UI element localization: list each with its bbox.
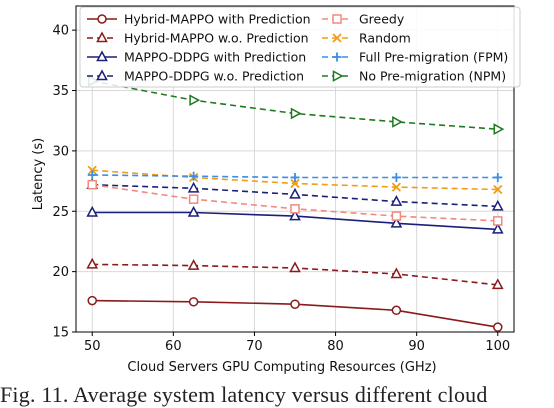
data-point — [391, 172, 401, 182]
data-point — [187, 181, 200, 193]
series-2 — [86, 205, 504, 234]
legend-label: No Pre-migration (NPM) — [359, 69, 506, 84]
data-point — [491, 199, 504, 211]
y-axis-label: Latency (s) — [31, 138, 46, 210]
latency-line-chart: 50 60 70 80 90 100 15 20 25 30 35 40 Hybrid-MAPPO w… — [31, 5, 521, 375]
legend-marker — [332, 33, 342, 43]
data-point — [290, 172, 300, 182]
legend-label: Hybrid-MAPPO with Prediction — [124, 12, 311, 27]
data-point — [87, 170, 97, 180]
data-point — [289, 187, 301, 199]
legend-label: MAPPO-DDPG w.o. Prediction — [124, 69, 304, 84]
data-point — [188, 194, 199, 204]
y-tick-label: 15 — [52, 326, 69, 341]
x-tick-label: 50 — [84, 339, 101, 354]
data-point — [289, 261, 301, 273]
axes: 50 60 70 80 90 100 15 20 25 30 35 40 — [52, 5, 515, 354]
series-layer — [86, 75, 505, 332]
y-tick-label: 20 — [52, 265, 69, 280]
y-tick-label: 40 — [52, 24, 69, 39]
data-point — [390, 195, 403, 206]
x-tick-label: 90 — [408, 339, 425, 354]
legend-marker — [96, 69, 108, 81]
data-point — [491, 278, 504, 290]
data-point — [493, 123, 505, 136]
data-point — [493, 322, 503, 332]
y-tick-label: 35 — [52, 84, 69, 99]
data-point — [187, 259, 200, 270]
series-0 — [87, 295, 503, 332]
data-point — [391, 305, 402, 316]
data-point — [491, 222, 504, 234]
y-tick-label: 30 — [52, 144, 69, 159]
legend-marker — [97, 14, 107, 24]
data-point — [290, 178, 300, 189]
data-point — [493, 184, 503, 195]
data-point — [87, 295, 97, 306]
data-point — [189, 94, 201, 107]
legend-marker — [332, 52, 342, 62]
legend-label: Greedy — [359, 12, 405, 27]
x-tick-label: 100 — [485, 339, 510, 354]
data-point — [289, 209, 301, 221]
data-point — [86, 205, 99, 217]
data-point — [392, 116, 403, 128]
y-tick-label: 25 — [52, 205, 69, 220]
data-point — [391, 182, 402, 192]
plot-frame — [75, 5, 515, 333]
legend-label: Random — [359, 31, 411, 46]
data-point — [290, 204, 300, 214]
data-point — [493, 216, 503, 226]
data-point — [390, 216, 403, 228]
x-axis-label: Cloud Servers GPU Computing Resources (G… — [127, 360, 436, 375]
series-1 — [86, 257, 504, 290]
series-6 — [87, 170, 503, 182]
legend: Hybrid-MAPPO with Prediction Hybrid-MAPPO… — [79, 6, 521, 88]
data-point — [189, 171, 199, 181]
x-tick-label: 70 — [246, 339, 263, 354]
data-point — [391, 211, 402, 221]
x-tick-label: 80 — [327, 339, 344, 354]
legend-marker — [96, 31, 108, 43]
x-tick-label: 60 — [165, 339, 182, 354]
data-point — [87, 179, 97, 190]
legend-label: Full Pre-migration (FPM) — [359, 50, 508, 65]
legend-marker — [96, 50, 108, 62]
legend-label: Hybrid-MAPPO w.o. Prediction — [124, 31, 309, 46]
data-point — [187, 205, 200, 217]
data-point — [493, 172, 503, 182]
data-point — [290, 299, 300, 309]
data-point — [390, 267, 403, 279]
legend-label: MAPPO-DDPG with Prediction — [124, 50, 306, 65]
legend-marker — [332, 14, 342, 24]
legend-frame — [79, 6, 521, 88]
data-point — [188, 297, 199, 307]
data-point — [86, 257, 99, 269]
data-point — [290, 107, 302, 120]
data-point — [87, 165, 97, 175]
legend-marker — [332, 70, 344, 82]
series-4 — [87, 179, 503, 226]
figure-caption: Fig. 11. Average system latency versus d… — [0, 382, 488, 407]
